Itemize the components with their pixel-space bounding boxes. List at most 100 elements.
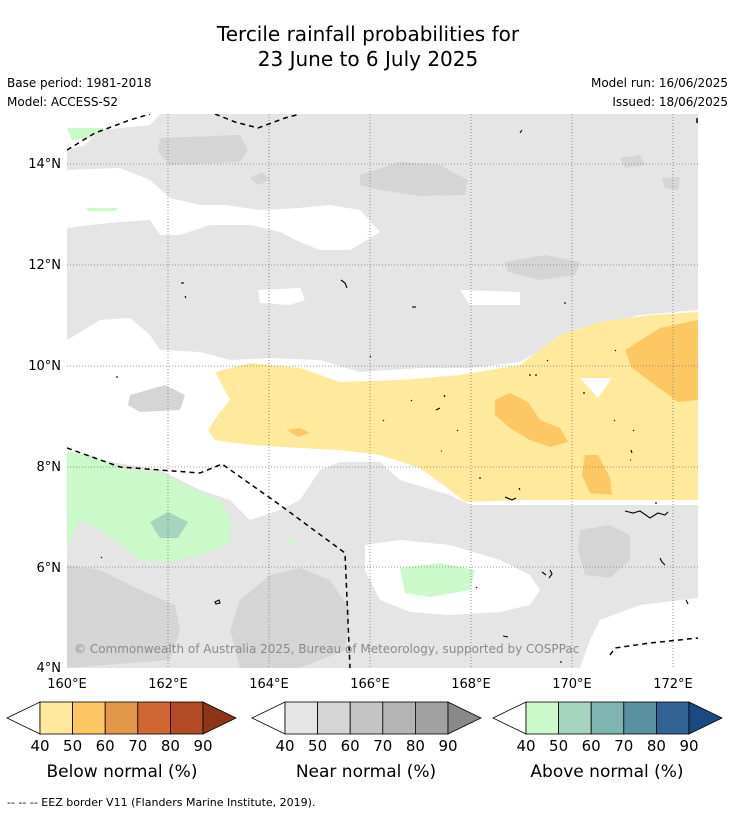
lat-tick: 8°N <box>37 460 62 475</box>
colorbar-tick: 70 <box>373 737 392 755</box>
legend-label-near: Near normal (%) <box>295 762 437 782</box>
colorbar-tick: 60 <box>96 737 115 755</box>
near-normal-patch-3 <box>250 172 270 185</box>
above-normal-50-south <box>400 563 475 597</box>
map-title: Tercile rainfall probabilities for 23 Ju… <box>0 22 736 72</box>
colorbar-segment <box>525 701 559 735</box>
above-normal-50-west <box>67 452 232 562</box>
above-normal-50-strip <box>86 208 118 211</box>
legend-label-below: Below normal (%) <box>46 762 198 782</box>
colorbar-tick: 80 <box>406 737 425 755</box>
colorbar-arrow-low <box>6 701 41 735</box>
above-normal-50-dot <box>287 540 300 543</box>
colorbar-segment <box>72 701 106 735</box>
colorbar-arrow-high <box>447 701 482 735</box>
lat-tick: 6°N <box>37 561 62 576</box>
copyright-notice: © Commonwealth of Australia 2025, Bureau… <box>74 642 579 656</box>
map-plot-area: © Commonwealth of Australia 2025, Bureau… <box>67 114 698 668</box>
colorbar-tick: 90 <box>438 737 457 755</box>
colorbar-legends: 40 50 60 70 80 90 40 50 60 70 80 90 40 50 60 70 80 90 <box>6 701 723 755</box>
eez-footnote: -- -- -- EEZ border V11 (Flanders Marine… <box>7 796 316 809</box>
colorbar-tick: 40 <box>30 737 49 755</box>
lat-tick: 10°N <box>28 359 61 374</box>
colorbar-near: 40 50 60 70 80 90 <box>251 701 482 755</box>
colorbar-tick: 80 <box>161 737 180 755</box>
lon-tick: 172°E <box>653 677 693 692</box>
below-normal-60-east <box>625 320 698 402</box>
base-period: Base period: 1981-2018 <box>7 76 152 90</box>
colorbar-tick: 40 <box>275 737 294 755</box>
lon-tick: 164°E <box>249 677 289 692</box>
colorbar-segment <box>382 701 416 735</box>
meta-right: Model run: 16/06/2025 Issued: 18/06/2025 <box>591 74 728 112</box>
near-normal-patch-10 <box>230 568 350 668</box>
colorbar-arrow-low <box>251 701 286 735</box>
colorbar-tick: 90 <box>193 737 212 755</box>
colorbar-arrow-high <box>202 701 237 735</box>
near-normal-patch-4 <box>620 155 645 168</box>
legend-label-above: Above normal (%) <box>530 762 684 782</box>
colorbar-segment <box>623 701 657 735</box>
colorbar-segment <box>104 701 139 735</box>
colorbar-segment <box>414 701 449 735</box>
latitude-labels: 14°N 12°N 10°N 8°N 6°N 4°N <box>28 157 61 676</box>
neutral-region-top <box>67 114 160 150</box>
neutral-region-11n <box>258 288 305 305</box>
below-normal-50-region <box>208 312 698 502</box>
near-normal-patch-6 <box>505 255 580 280</box>
lon-tick: 166°E <box>350 677 390 692</box>
near-normal-patch-8 <box>578 525 630 578</box>
neutral-region-11n-east <box>460 290 520 305</box>
lat-tick: 14°N <box>28 157 61 172</box>
model-name: Model: ACCESS-S2 <box>7 95 119 109</box>
near-normal-patch-1 <box>158 135 248 165</box>
colorbar-arrow-high <box>688 701 723 735</box>
above-normal-60-west <box>150 512 188 538</box>
colorbar-tick: 60 <box>341 737 360 755</box>
meta-left: Base period: 1981-2018 Model: ACCESS-S2 <box>7 74 152 112</box>
neutral-region-southeast <box>580 598 698 668</box>
neutral-region-band-13n <box>67 168 380 250</box>
title-line-2: 23 June to 6 July 2025 <box>257 47 479 71</box>
colorbar-tick: 70 <box>614 737 633 755</box>
colorbar-above: 40 50 60 70 80 90 <box>492 701 723 755</box>
lat-tick: 4°N <box>37 661 62 676</box>
colorbar-segment <box>39 701 73 735</box>
colorbar-segment <box>317 701 351 735</box>
colorbar-segment <box>558 701 592 735</box>
near-normal-patch-7 <box>128 385 185 412</box>
longitude-labels: 160°E 162°E 164°E 166°E 168°E 170°E 172°… <box>47 677 693 692</box>
island-markers <box>100 129 689 663</box>
colorbar-tick: 50 <box>63 737 82 755</box>
colorbar-tick: 70 <box>128 737 147 755</box>
colorbar-tick: 60 <box>582 737 601 755</box>
below-normal-60-mid <box>495 393 568 447</box>
near-normal-patch-9 <box>67 565 180 668</box>
colorbar-segment <box>590 701 625 735</box>
lon-tick: 162°E <box>148 677 188 692</box>
colorbar-segment <box>137 701 171 735</box>
colorbar-tick: 90 <box>679 737 698 755</box>
below-normal-60-south <box>582 455 612 495</box>
colorbar-below: 40 50 60 70 80 90 <box>6 701 237 755</box>
near-normal-patch-5 <box>662 177 680 190</box>
lat-tick: 12°N <box>28 258 61 273</box>
colorbar-segment <box>349 701 384 735</box>
colorbar-segment <box>284 701 318 735</box>
eez-border <box>67 114 698 668</box>
lon-tick: 170°E <box>552 677 592 692</box>
colorbar-tick: 50 <box>308 737 327 755</box>
near-normal-patch-2 <box>360 162 468 196</box>
colorbar-tick: 40 <box>516 737 535 755</box>
colorbar-segment <box>169 701 204 735</box>
colorbar-segment <box>656 701 690 735</box>
below-normal-white-hole <box>580 378 612 398</box>
colorbar-tick: 80 <box>647 737 666 755</box>
lon-tick: 168°E <box>451 677 491 692</box>
gridlines <box>67 114 698 668</box>
title-line-1: Tercile rainfall probabilities for <box>216 22 520 46</box>
above-normal-50-north <box>67 128 105 140</box>
below-normal-60-west <box>287 428 310 437</box>
issued-date: Issued: 18/06/2025 <box>612 95 728 109</box>
